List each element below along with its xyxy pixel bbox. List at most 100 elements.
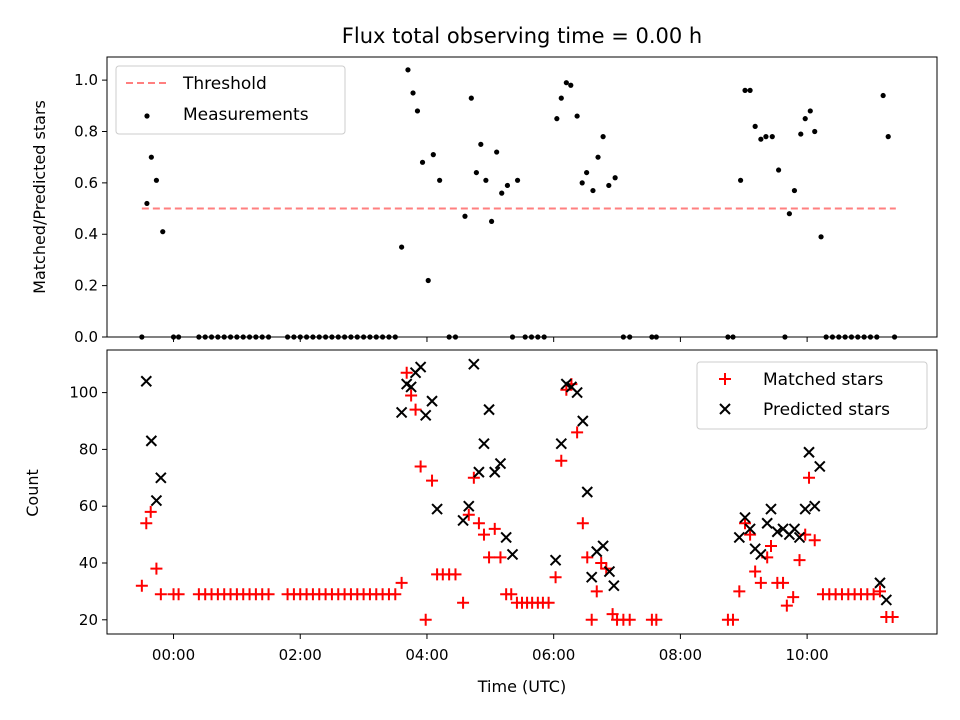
measurement-point <box>737 177 744 183</box>
predicted-star-point <box>483 403 495 416</box>
matched-star-point <box>560 383 573 396</box>
measurement-point <box>144 200 150 207</box>
legend-measurements-swatch <box>144 113 150 119</box>
top-y-tick-label: 0.6 <box>74 174 98 192</box>
matched-star-point <box>576 517 589 530</box>
measurement-point <box>600 134 606 140</box>
x-tick-label: 00:00 <box>152 646 195 664</box>
matched-star-point <box>505 588 518 601</box>
x-tick-label: 04:00 <box>405 646 448 664</box>
measurement-point <box>747 87 753 93</box>
matched-star-point <box>765 539 777 552</box>
predicted-star-point <box>581 486 593 498</box>
predicted-star-point <box>799 503 811 515</box>
predicted-star-point <box>155 472 167 484</box>
measurement-point <box>399 244 405 250</box>
measurement-point <box>514 177 521 183</box>
predicted-star-point <box>555 438 567 450</box>
top-y-tick-label: 0.8 <box>74 122 98 140</box>
predicted-star-point <box>150 494 163 507</box>
predicted-star-point <box>571 386 583 399</box>
matched-star-point <box>793 554 806 567</box>
predicted-star-point <box>140 375 152 387</box>
x-tick-label: 02:00 <box>279 646 322 664</box>
measurement-point <box>880 92 886 99</box>
matched-star-point <box>726 613 739 626</box>
matched-star-point <box>808 534 821 547</box>
matched-star-point <box>739 517 752 530</box>
matched-star-point <box>780 599 793 612</box>
measurement-point <box>885 134 891 140</box>
measurement-point <box>405 67 411 73</box>
predicted-star-point <box>755 548 767 561</box>
legend-bottom: Matched stars Predicted stars <box>696 361 928 430</box>
measurement-point <box>462 213 468 219</box>
matched-star-point <box>262 588 275 601</box>
matched-star-point <box>457 596 470 609</box>
matched-star-point <box>749 565 762 578</box>
predicted-star-point <box>788 523 801 535</box>
predicted-star-point <box>426 395 438 407</box>
measurement-point <box>478 141 484 147</box>
matched-star-point <box>581 551 594 564</box>
measurement-point <box>758 136 764 142</box>
measurement-point <box>160 229 166 235</box>
measurement-point <box>590 187 596 194</box>
measurement-point <box>579 180 585 186</box>
matched-star-point <box>555 454 568 467</box>
measurement-point <box>153 177 160 183</box>
measurement-point <box>574 113 580 119</box>
measurement-point <box>776 167 782 173</box>
predicted-star-point <box>814 460 826 473</box>
matched-star-point <box>472 517 485 530</box>
predicted-star-point <box>803 446 815 458</box>
predicted-star-point <box>603 565 616 578</box>
measurement-point <box>584 169 590 176</box>
measurement-point <box>430 152 436 158</box>
measurement-point <box>769 134 775 140</box>
predicted-star-point <box>457 514 469 527</box>
legend-matched-label: Matched stars <box>763 370 883 390</box>
matched-star-point <box>172 588 185 601</box>
measurement-point <box>419 159 426 165</box>
matched-star-point <box>867 588 880 601</box>
predicted-star-point <box>431 503 443 515</box>
matched-star-point <box>744 528 757 541</box>
matched-star-point <box>777 576 790 589</box>
measurement-point <box>499 190 505 196</box>
measurement-point <box>612 175 618 181</box>
measurement-point <box>473 169 479 176</box>
predicted-star-point <box>874 577 886 589</box>
legend-predicted-label: Predicted stars <box>763 400 890 420</box>
top-plot-frame <box>106 56 938 338</box>
measurement-point <box>807 108 813 114</box>
measurement-point <box>802 116 808 122</box>
top-y-tick-label: 0.4 <box>74 225 98 243</box>
matched-star-point <box>154 588 167 601</box>
x-axis-label: Time (UTC) <box>477 677 566 696</box>
bottom-y-tick-label: 60 <box>79 497 98 515</box>
top-y-tick-label: 1.0 <box>74 71 98 89</box>
measurement-point <box>606 182 612 189</box>
predicted-star-point <box>739 511 751 524</box>
predicted-star-point <box>506 548 519 561</box>
measurement-point <box>812 128 818 135</box>
matched-star-point <box>542 596 555 609</box>
predicted-star-point <box>463 500 475 512</box>
predicted-star-point <box>145 435 158 447</box>
matched-star-point <box>389 588 402 601</box>
measurement-point <box>752 123 758 129</box>
legend-predicted-swatch <box>719 403 731 415</box>
matched-star-point <box>650 613 663 626</box>
predicted-star-point <box>500 531 512 544</box>
bottom-y-tick-label: 40 <box>79 554 98 572</box>
chart-title: Flux total observing time = 0.00 h <box>342 24 702 48</box>
predicted-star-point <box>468 358 480 370</box>
matched-star-point <box>549 571 562 584</box>
matched-star-point <box>886 610 899 623</box>
matched-star-point <box>590 585 603 598</box>
matched-star-point <box>409 403 422 416</box>
legend-bottom-frame <box>696 361 928 430</box>
predicted-star-point <box>395 406 408 419</box>
matched-star-point <box>483 551 496 564</box>
